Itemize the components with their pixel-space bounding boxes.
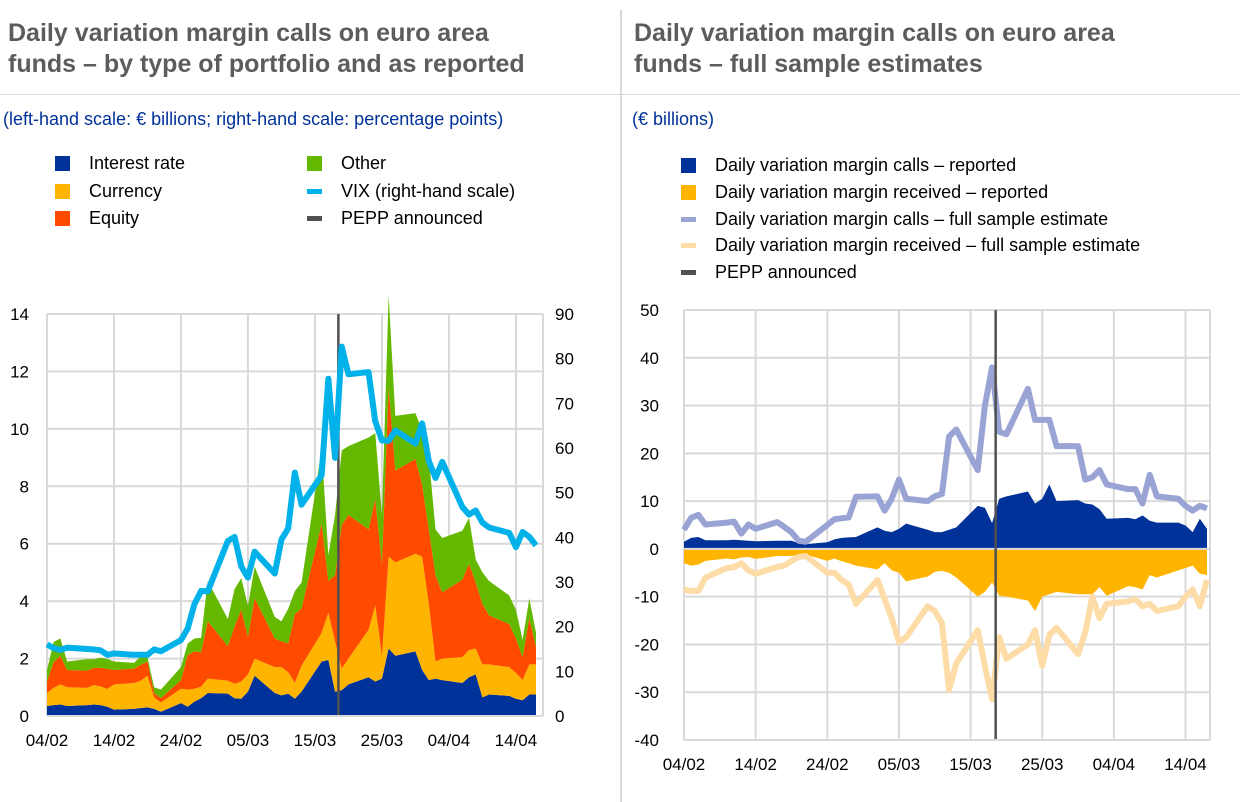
y2-tick-label: 10 <box>555 662 574 681</box>
legend-swatch-line-icon <box>681 270 696 275</box>
y-tick-label: 20 <box>640 444 659 463</box>
y-tick-label: 12 <box>10 362 29 381</box>
legend-label: Interest rate <box>89 153 186 173</box>
x-tick-label: 25/03 <box>361 731 404 750</box>
legend-swatch-line-icon <box>681 217 696 222</box>
y2-tick-label: 0 <box>555 707 564 726</box>
area-currency <box>47 553 536 712</box>
x-tick-label: 04/02 <box>663 755 706 774</box>
y-tick-label: 8 <box>20 477 29 496</box>
x-tick-label: 04/04 <box>1093 755 1136 774</box>
x-tick-label: 14/04 <box>1164 755 1207 774</box>
y-tick-label: 14 <box>10 305 29 324</box>
legend-swatch-square-icon <box>55 184 70 199</box>
right-chart-panel: Daily variation margin calls on euro are… <box>620 10 1240 802</box>
area-other <box>47 295 536 699</box>
x-tick-label: 15/03 <box>294 731 337 750</box>
y-tick-label: -30 <box>634 683 659 702</box>
x-tick-label: 14/02 <box>93 731 136 750</box>
y-tick-label: 0 <box>20 707 29 726</box>
right-chart-plot: -40 -30 -20 -10 0 10 20 30 40 50 04/02 14/02 24/02 05… <box>634 301 1211 774</box>
legend-swatch-square-icon <box>55 156 70 171</box>
area-interest-rate <box>47 648 536 716</box>
area-daily-variation-margin-received-reported <box>684 548 1207 611</box>
legend-swatch-square-icon <box>307 156 322 171</box>
x-tick-label: 05/03 <box>227 731 270 750</box>
left-chart-title: Daily variation margin calls on euro are… <box>8 18 608 80</box>
right-title-line-1: Daily variation margin calls on euro are… <box>634 19 1115 47</box>
legend-label: Daily variation margin calls – full samp… <box>715 209 1109 229</box>
y-tick-label: 4 <box>20 592 29 611</box>
legend-label: Daily variation margin received – report… <box>715 182 1049 202</box>
left-title-divider <box>0 94 620 95</box>
line-daily-variation-margin-received-full-sample-estimate <box>683 553 1210 703</box>
y2-tick-label: 20 <box>555 618 574 637</box>
left-title-line-2: funds – by type of portfolio and as repo… <box>8 50 525 78</box>
line-daily-variation-margin-calls-full-sample-estimate <box>681 364 1208 545</box>
right-chart-subtitle: (€ billions) <box>632 109 715 129</box>
y-tick-label: 10 <box>640 492 659 511</box>
x-tick-label: 25/03 <box>1021 755 1064 774</box>
y-tick-label: -40 <box>634 731 659 750</box>
y-tick-label: 10 <box>10 420 29 439</box>
y2-tick-label: 30 <box>555 573 574 592</box>
x-tick-label: 05/03 <box>878 755 921 774</box>
y-tick-label: 30 <box>640 397 659 416</box>
legend-label: Equity <box>89 208 140 228</box>
legend-swatch-square-icon <box>55 211 70 226</box>
legend-label: PEPP announced <box>715 262 857 282</box>
y2-tick-label: 80 <box>555 350 574 369</box>
y2-tick-label: 50 <box>555 484 574 503</box>
y-tick-label: 50 <box>640 301 659 320</box>
legend-label: PEPP announced <box>341 208 483 228</box>
x-tick-label: 24/02 <box>160 731 203 750</box>
line-vix-right-hand-scale <box>45 343 539 658</box>
y-tick-label: -20 <box>634 635 659 654</box>
legend-swatch-line-icon <box>681 243 696 248</box>
legend-label: Currency <box>89 181 163 201</box>
y-tick-label: -10 <box>634 588 659 607</box>
legend-swatch-line-icon <box>307 216 322 221</box>
y-tick-label: 2 <box>20 650 29 669</box>
x-tick-label: 14/02 <box>734 755 777 774</box>
legend-label: Daily variation margin calls – reported <box>715 155 1017 175</box>
legend-swatch-square-icon <box>681 158 696 173</box>
x-tick-label: 24/02 <box>806 755 849 774</box>
area-equity <box>47 387 536 703</box>
legend-swatch-square-icon <box>681 185 696 200</box>
legend-label: VIX (right-hand scale) <box>341 181 516 201</box>
y2-tick-label: 60 <box>555 439 574 458</box>
x-tick-label: 04/02 <box>26 731 69 750</box>
left-chart-subtitle: (left-hand scale: € billions; right-hand… <box>3 109 504 129</box>
right-chart-title: Daily variation margin calls on euro are… <box>634 18 1234 80</box>
y-tick-label: 6 <box>20 535 29 554</box>
x-tick-label: 15/03 <box>949 755 992 774</box>
y-tick-label: 0 <box>650 540 659 559</box>
y-tick-label: 40 <box>640 349 659 368</box>
x-tick-label: 04/04 <box>428 731 471 750</box>
series-layer <box>47 295 536 716</box>
left-chart-panel: Daily variation margin calls on euro are… <box>0 18 620 750</box>
area-daily-variation-margin-calls-reported <box>684 484 1207 549</box>
legend-label: Other <box>341 153 387 173</box>
y2-tick-label: 90 <box>555 305 574 324</box>
legend-swatch-line-icon <box>307 189 322 194</box>
right-title-divider <box>622 94 1240 95</box>
left-title-line-1: Daily variation margin calls on euro are… <box>8 19 489 47</box>
right-title-line-2: funds – full sample estimates <box>634 50 983 78</box>
series-layer <box>681 364 1210 703</box>
left-chart-plot: 0 2 4 6 8 10 12 14 0 10 20 30 40 50 60 70 80 90 04/02 14/02… <box>10 295 574 750</box>
y2-tick-label: 70 <box>555 394 574 413</box>
x-tick-label: 14/04 <box>495 731 538 750</box>
legend-label: Daily variation margin received – full s… <box>715 235 1141 255</box>
y2-tick-label: 40 <box>555 528 574 547</box>
